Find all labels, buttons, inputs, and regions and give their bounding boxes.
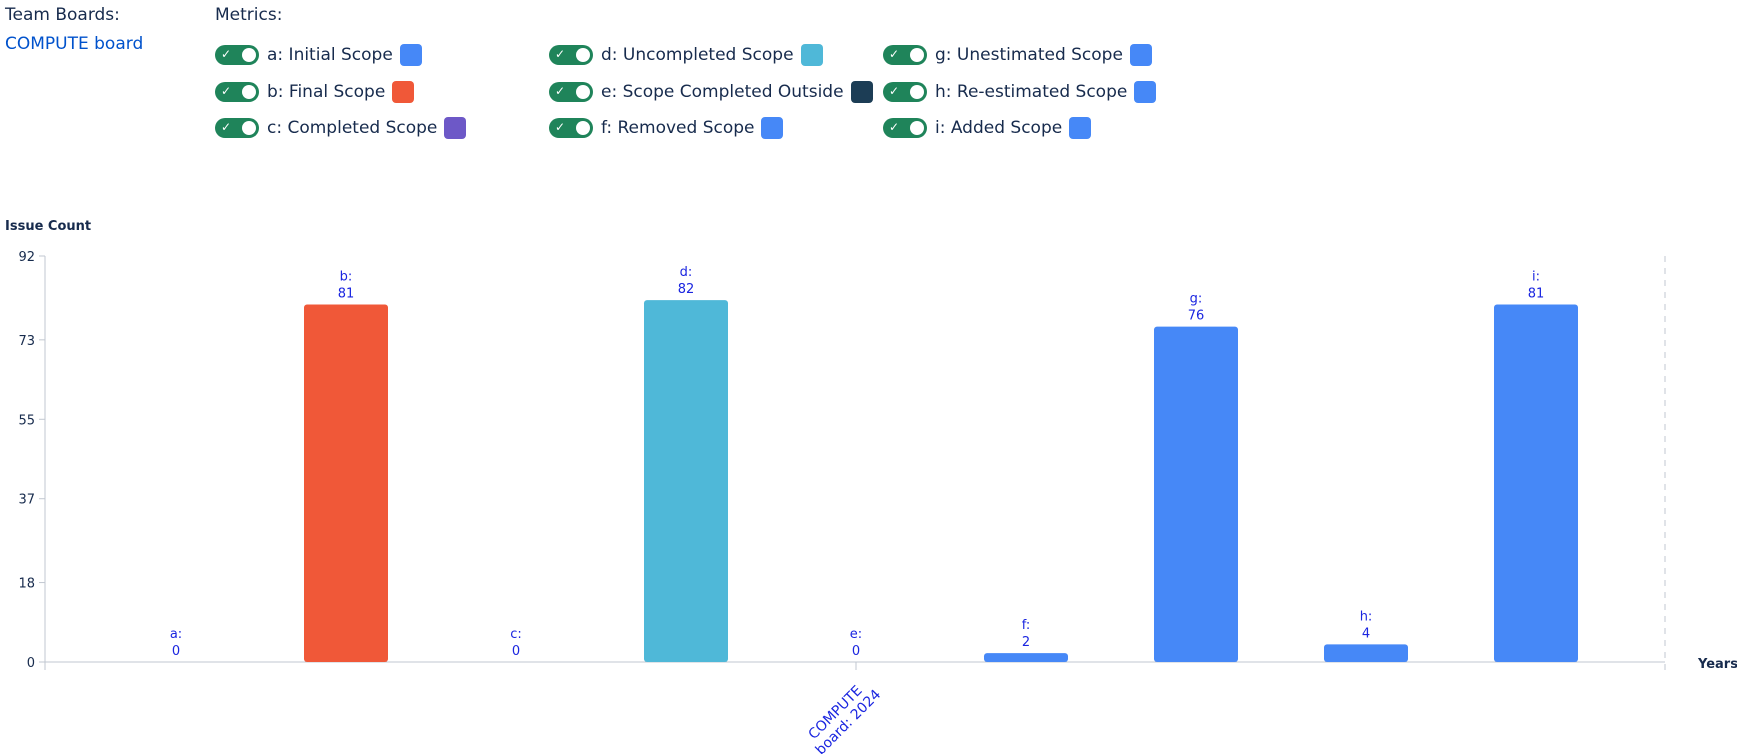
compute-board-link[interactable]: COMPUTE board — [5, 34, 144, 54]
metric-label: f: Removed Scope — [601, 118, 755, 138]
data-label-value: 0 — [852, 644, 860, 659]
team-boards-title: Team Boards: — [5, 5, 120, 25]
check-icon: ✓ — [889, 84, 900, 98]
toggle-switch[interactable]: ✓ — [215, 82, 259, 102]
color-swatch — [392, 81, 415, 103]
metric-toggle-c[interactable]: ✓ c: Completed Scope — [215, 114, 467, 142]
data-label-key: a: — [170, 627, 182, 642]
check-icon: ✓ — [555, 84, 566, 98]
metric-label: i: Added Scope — [935, 118, 1063, 138]
toggle-knob — [242, 121, 256, 135]
y-tick-label: 55 — [18, 413, 35, 428]
toggle-switch[interactable]: ✓ — [883, 118, 927, 138]
metric-toggle-i[interactable]: ✓ i: Added Scope — [883, 114, 1092, 142]
metric-label: b: Final Scope — [267, 82, 386, 102]
data-label-key: d: — [680, 265, 693, 280]
toggle-switch[interactable]: ✓ — [549, 118, 593, 138]
toggle-switch[interactable]: ✓ — [549, 82, 593, 102]
x-axis-title: Years — [1697, 657, 1737, 672]
data-label-value: 81 — [338, 287, 355, 302]
team-boards-section: Team Boards: COMPUTE board — [5, 5, 143, 54]
check-icon: ✓ — [221, 84, 232, 98]
data-label-key: h: — [1360, 609, 1373, 624]
y-tick-label: 37 — [18, 493, 35, 508]
color-swatch — [399, 44, 422, 66]
metrics-title: Metrics: — [215, 5, 283, 25]
toggle-switch[interactable]: ✓ — [215, 45, 259, 65]
check-icon: ✓ — [889, 120, 900, 134]
metric-label: c: Completed Scope — [267, 118, 438, 138]
metric-label: g: Unestimated Scope — [935, 45, 1123, 65]
y-axis-title: Issue Count — [5, 219, 91, 234]
metric-label: e: Scope Completed Outside — [601, 82, 844, 102]
toggle-knob — [576, 48, 590, 62]
bar-group: a: 0 b: 81 c: 0 d: 82 e: 0 f: 2 g: 76 h: 4 i: 81 — [170, 265, 1578, 662]
toggle-knob — [910, 121, 924, 135]
toggle-switch[interactable]: ✓ — [215, 118, 259, 138]
metric-label: a: Initial Scope — [267, 45, 393, 65]
y-tick-group: 0 18 37 55 73 92 — [18, 250, 45, 671]
data-label-value: 2 — [1022, 635, 1030, 650]
check-icon: ✓ — [221, 47, 232, 61]
data-label-key: c: — [510, 627, 522, 642]
data-label-key: e: — [850, 627, 862, 642]
data-label-value: 4 — [1362, 626, 1370, 641]
check-icon: ✓ — [555, 120, 566, 134]
toggle-knob — [576, 121, 590, 135]
color-swatch — [761, 117, 784, 139]
bar-g[interactable] — [1154, 326, 1238, 662]
bar-i[interactable] — [1494, 304, 1578, 662]
data-label-value: 76 — [1188, 309, 1205, 324]
metrics-toggle-grid: ✓ a: Initial Scope ✓ b: Final Scope ✓ c:… — [215, 28, 1215, 139]
metric-toggle-b[interactable]: ✓ b: Final Scope — [215, 78, 415, 106]
check-icon: ✓ — [889, 47, 900, 61]
bar-h[interactable] — [1324, 644, 1408, 662]
color-swatch — [1069, 117, 1092, 139]
bar-d[interactable] — [644, 300, 728, 662]
toggle-switch[interactable]: ✓ — [883, 82, 927, 102]
color-swatch — [1129, 44, 1152, 66]
metric-toggle-f[interactable]: ✓ f: Removed Scope — [549, 114, 784, 142]
data-label-value: 81 — [1528, 287, 1545, 302]
toggle-knob — [910, 48, 924, 62]
toggle-switch[interactable]: ✓ — [883, 45, 927, 65]
color-swatch — [444, 117, 467, 139]
y-tick-label: 0 — [27, 656, 35, 671]
metric-toggle-a[interactable]: ✓ a: Initial Scope — [215, 41, 422, 69]
toggle-switch[interactable]: ✓ — [549, 45, 593, 65]
y-tick-label: 18 — [18, 577, 35, 592]
x-category-label: COMPUTE board: 2024 — [801, 675, 884, 754]
toggle-knob — [576, 85, 590, 99]
metrics-section: Metrics: ✓ a: Initial Scope ✓ b: Final S… — [215, 5, 1215, 139]
toggle-knob — [910, 85, 924, 99]
data-label-key: b: — [340, 270, 353, 285]
metric-toggle-d[interactable]: ✓ d: Uncompleted Scope — [549, 41, 823, 69]
check-icon: ✓ — [221, 120, 232, 134]
y-tick-label: 73 — [18, 334, 35, 349]
y-tick-label: 92 — [18, 250, 35, 265]
metric-toggle-h[interactable]: ✓ h: Re-estimated Scope — [883, 78, 1157, 106]
data-label-key: i: — [1532, 270, 1540, 285]
check-icon: ✓ — [555, 47, 566, 61]
issue-count-chart: Issue Count Years 0 18 37 55 73 92 a: 0 b: 81 c: 0… — [5, 219, 1737, 754]
data-label-value: 0 — [512, 644, 520, 659]
bar-f[interactable] — [984, 653, 1068, 662]
bar-b[interactable] — [304, 304, 388, 662]
data-label-value: 0 — [172, 644, 180, 659]
data-label-value: 82 — [678, 282, 695, 297]
color-swatch — [1134, 81, 1157, 103]
color-swatch — [800, 44, 823, 66]
metric-toggle-e[interactable]: ✓ e: Scope Completed Outside — [549, 78, 873, 106]
data-label-key: f: — [1022, 618, 1031, 633]
metric-label: h: Re-estimated Scope — [935, 82, 1128, 102]
color-swatch — [850, 81, 873, 103]
toggle-knob — [242, 85, 256, 99]
data-label-key: g: — [1190, 292, 1203, 307]
metric-label: d: Uncompleted Scope — [601, 45, 794, 65]
toggle-knob — [242, 48, 256, 62]
metric-toggle-g[interactable]: ✓ g: Unestimated Scope — [883, 41, 1152, 69]
